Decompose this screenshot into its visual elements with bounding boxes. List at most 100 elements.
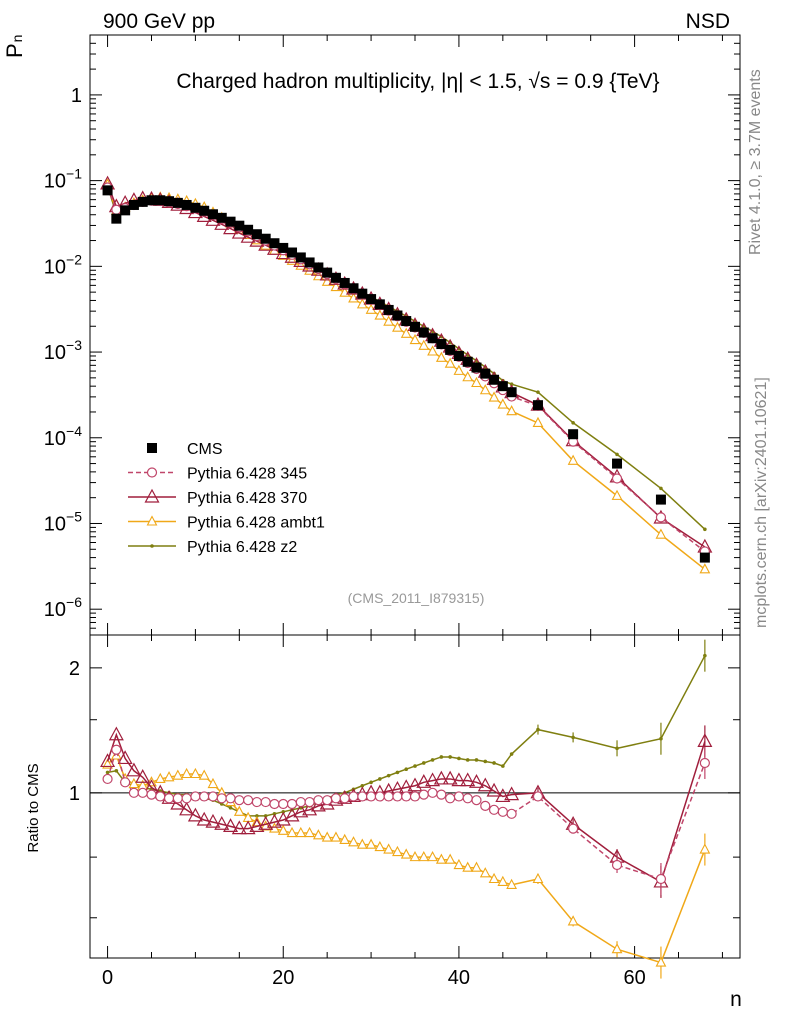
ratio-point-z2 xyxy=(114,768,119,773)
point-CMS xyxy=(655,494,666,505)
ratio-point-p345 xyxy=(488,804,500,815)
ratio-point-z2 xyxy=(492,761,496,765)
ratio-point-p345 xyxy=(462,793,473,804)
ratio-point-p345 xyxy=(568,823,579,834)
ratio-point-p345 xyxy=(295,796,306,808)
ratio-point-ambt1 xyxy=(207,777,219,789)
point-p370 xyxy=(223,220,239,235)
ratio-point-p345 xyxy=(128,787,140,798)
ratio-point-p345 xyxy=(120,777,131,788)
ratio-point-p370 xyxy=(179,801,195,816)
ratio-point-p370 xyxy=(451,772,467,787)
point-ambt1 xyxy=(295,259,307,270)
ratio-point-p345 xyxy=(146,789,157,800)
x-tick-label: 60 xyxy=(623,967,645,989)
ratio-point-ambt1 xyxy=(198,769,210,780)
point-p370 xyxy=(240,228,256,243)
point-CMS xyxy=(225,216,236,227)
ratio-point-z2 xyxy=(421,761,426,765)
ratio-point-p370 xyxy=(205,813,221,828)
ratio-point-p345 xyxy=(260,796,271,808)
ratio-point-ambt1 xyxy=(154,772,166,783)
y-tick-label: 10−6 xyxy=(44,594,82,621)
ratio-point-p370 xyxy=(504,786,520,801)
ratio-point-p370 xyxy=(249,818,265,833)
point-CMS xyxy=(489,374,500,385)
ratio-point-ambt1 xyxy=(479,867,491,878)
ratio-point-ambt1 xyxy=(699,843,711,854)
point-CMS xyxy=(453,350,464,361)
mcplots-label: mcplots.cern.ch [arXiv:2401.10621] xyxy=(753,377,770,628)
ratio-point-ambt1 xyxy=(471,861,482,872)
point-CMS xyxy=(322,267,333,278)
ratio-point-p345 xyxy=(216,793,227,804)
ratio-point-z2 xyxy=(465,758,470,762)
point-ambt1 xyxy=(655,528,667,539)
ratio-point-ambt1 xyxy=(392,845,403,857)
point-p370 xyxy=(205,212,221,226)
ratio-point-z2 xyxy=(457,756,461,761)
ratio-point-z2 xyxy=(571,735,575,740)
x-tick-label: 20 xyxy=(272,967,294,989)
point-ambt1 xyxy=(699,563,711,574)
ratio-point-p370 xyxy=(460,772,476,787)
ratio-point-z2 xyxy=(536,727,540,732)
y-tick-label: 10−4 xyxy=(44,423,82,450)
analysis-id-label: (CMS_2011_I879315) xyxy=(348,590,485,606)
ratio-series-z2 xyxy=(105,639,707,818)
ratio-ylabel: Ratio to CMS xyxy=(25,763,42,852)
ratio-point-p345 xyxy=(313,795,324,806)
point-CMS xyxy=(339,277,350,288)
ratio-point-ambt1 xyxy=(497,875,509,886)
ratio-point-ambt1 xyxy=(444,853,456,864)
ratio-point-p345 xyxy=(243,795,254,806)
point-CMS xyxy=(427,333,438,344)
point-ambt1 xyxy=(453,364,465,375)
ratio-point-p345 xyxy=(137,787,148,798)
y-tick-mantissa: 10 xyxy=(44,171,66,193)
ratio-point-ambt1 xyxy=(286,826,298,838)
ratio-point-ambt1 xyxy=(488,872,500,884)
series-line-ambt1 xyxy=(106,184,706,570)
header-energy-label: 900 GeV pp xyxy=(103,10,215,33)
point-CMS xyxy=(348,283,359,294)
ratio-point-ambt1 xyxy=(321,831,333,842)
legend-marker-ambt1 xyxy=(146,515,158,526)
ratio-point-p370 xyxy=(293,803,309,818)
ratio-point-p345 xyxy=(471,795,482,806)
ratio-point-z2 xyxy=(272,812,277,816)
ratio-point-p370 xyxy=(433,770,449,785)
legend-item-p345: Pythia 6.428 345 xyxy=(128,466,307,483)
legend-item-z2: Pythia 6.428 z2 xyxy=(128,539,297,556)
legend-marker-p370 xyxy=(144,488,160,503)
point-CMS xyxy=(287,247,298,258)
ratio-point-ambt1 xyxy=(409,850,421,862)
point-p370 xyxy=(231,224,247,239)
point-CMS xyxy=(155,195,166,206)
point-ambt1 xyxy=(488,391,500,402)
point-ambt1 xyxy=(462,371,474,382)
ratio-point-p345 xyxy=(330,793,342,804)
ratio-point-p345 xyxy=(251,796,262,808)
x-tick-label: 0 xyxy=(102,967,113,989)
ratio-point-z2 xyxy=(404,767,409,772)
point-CMS xyxy=(102,185,113,196)
ratio-point-ambt1 xyxy=(304,826,316,838)
ratio-point-p370 xyxy=(266,813,282,828)
ratio-point-p370 xyxy=(495,788,511,803)
point-CMS xyxy=(313,262,324,273)
point-ambt1 xyxy=(427,345,438,356)
ratio-point-ambt1 xyxy=(181,767,193,779)
top-ylabel-main: P xyxy=(2,43,27,58)
point-CMS xyxy=(383,304,394,315)
ratio-point-p345 xyxy=(611,859,623,871)
ratio-point-p370 xyxy=(170,795,186,810)
x-tick-label: 40 xyxy=(448,967,470,989)
point-ambt1 xyxy=(444,357,456,368)
legend-item-p370: Pythia 6.428 370 xyxy=(128,488,307,507)
ratio-point-ambt1 xyxy=(189,767,201,779)
point-CMS xyxy=(295,252,306,263)
legend-item-ambt1: Pythia 6.428 ambt1 xyxy=(128,515,325,532)
y-tick-mantissa: 1 xyxy=(71,85,82,107)
y-tick-label: 10−3 xyxy=(44,337,82,364)
